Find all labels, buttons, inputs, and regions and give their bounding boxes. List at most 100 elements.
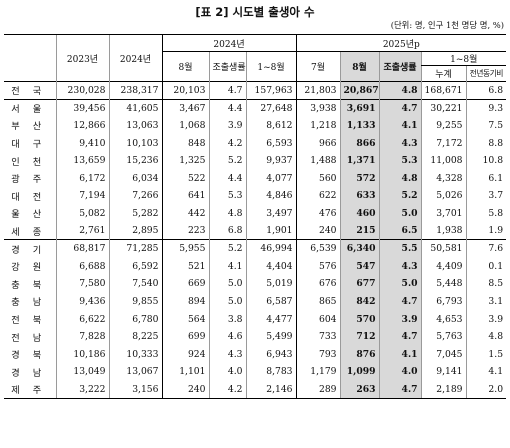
cell-aug-2025: 712 [339,327,380,346]
cell-aug-2025: 1,099 [339,363,380,381]
cell-aug-2024: 1,325 [161,151,209,170]
cell-yoy: 2.0 [465,380,507,399]
cell-cum-2025: 4,328 [420,169,467,188]
cell-cbr-2024: 5.0 [208,275,246,293]
table-row: 전국 230,028 238,317 20,103 4.7 157,963 21,803 20… [4,81,507,100]
header-jul-2025: 7월 [295,51,341,82]
cell-2024: 6,034 [108,169,162,188]
table-title: [표 2] 시도별 출생아 수 [195,5,315,19]
cell-cum-2025: 9,141 [420,363,467,381]
cell-cum-2025: 5,448 [420,275,467,293]
cell-jan-aug-2024: 46,994 [245,239,297,258]
cell-yoy: 8.8 [465,134,507,152]
cell-2023: 10,186 [55,345,109,363]
region-header [4,34,56,82]
cell-cbr-2024: 6.8 [208,222,246,240]
cell-aug-2024: 521 [161,257,209,276]
cell-2023: 7,828 [55,327,109,346]
region-label: 강원 [11,262,55,274]
region-label: 경남 [11,367,55,379]
cell-yoy: 3.9 [465,310,507,328]
cell-2023: 13,659 [55,151,109,170]
cell-yoy: 6.1 [465,169,507,188]
cell-jan-aug-2024: 4,477 [245,310,297,328]
cell-yoy: 3.1 [465,292,507,311]
cell-yoy: 1.5 [465,345,507,363]
cell-jul-2025: 676 [295,275,341,293]
header-2023: 2023년 [55,34,109,82]
cell-cbr-2025: 4.3 [378,134,422,152]
cell-2023: 2,761 [55,222,109,240]
cell-jan-aug-2024: 1,901 [245,222,297,240]
cell-aug-2025: 570 [339,310,380,328]
header-group-2024: 2024년 [161,34,297,52]
cell-aug-2025: 866 [339,134,380,152]
cell-jul-2025: 793 [295,345,341,363]
table-row: 경북 10,186 10,333 924 4.3 6,943 793 876 4.1 7,045 1… [4,345,507,363]
cell-2023: 3,222 [55,380,109,399]
cell-jan-aug-2024: 5,499 [245,327,297,346]
cell-cbr-2025: 4.0 [378,363,422,381]
cell-aug-2025: 1,133 [339,116,380,135]
cell-aug-2024: 641 [161,187,209,205]
births-by-region-table: 2023년 2024년 2024년 2025년p 8월 조출생률 1~8월 7월… [4,34,507,399]
cell-cum-2025: 7,045 [420,345,467,363]
cell-2024: 13,067 [108,363,162,381]
cell-2023: 7,580 [55,275,109,293]
region-label: 대전 [11,191,55,203]
cell-cum-2025: 30,221 [420,98,467,117]
table-row: 경남 13,049 13,067 1,101 4.0 8,783 1,179 1,099 4.0… [4,363,507,381]
cell-2024: 3,156 [108,380,162,399]
cell-jan-aug-2024: 8,783 [245,363,297,381]
cell-aug-2025: 3,691 [339,98,380,117]
cell-2023: 13,049 [55,363,109,381]
cell-aug-2024: 20,103 [161,81,209,100]
cell-cum-2025: 2,189 [420,380,467,399]
cell-cbr-2024: 5.2 [208,239,246,258]
cell-cbr-2024: 4.8 [208,204,246,223]
cell-cbr-2024: 4.0 [208,363,246,381]
region-label: 광주 [11,174,55,186]
cell-aug-2024: 223 [161,222,209,240]
cell-2024: 238,317 [108,81,162,100]
cell-2024: 7,266 [108,187,162,205]
cell-jul-2025: 6,539 [295,239,341,258]
cell-jan-aug-2024: 27,648 [245,98,297,117]
region-label: 부산 [11,121,55,133]
cell-cum-2025: 11,008 [420,151,467,170]
region-label: 제주 [4,380,56,399]
cell-aug-2025: 547 [339,257,380,276]
cell-yoy: 1.9 [465,222,507,240]
cell-cbr-2025: 4.7 [378,98,422,117]
table-row: 충남 9,436 9,855 894 5.0 6,587 865 842 4.7 6,793 3.1 [4,292,507,311]
table-row: 세종 2,761 2,895 223 6.8 1,901 240 215 6.5 1,938 1.9 [4,222,507,240]
cell-2023: 68,817 [55,239,109,258]
cell-2024: 5,282 [108,204,162,223]
cell-aug-2025: 677 [339,275,380,293]
region-label: 서울 [4,98,56,117]
cell-2023: 5,082 [55,204,109,223]
table-row: 제주 3,222 3,156 240 4.2 2,146 289 263 4.7 2,189 2.0 [4,380,507,399]
unit-note: (단위: 명, 인구 1천 명당 명, %) [390,20,504,30]
cell-2024: 6,780 [108,310,162,328]
cell-yoy: 7.5 [465,116,507,135]
cell-aug-2024: 699 [161,327,209,346]
cell-cbr-2024: 4.4 [208,98,246,117]
table-row: 경기 68,817 71,285 5,955 5.2 46,994 6,539 6,340 5.… [4,239,507,258]
cell-yoy: 5.8 [465,204,507,223]
cell-cbr-2025: 4.8 [378,169,422,188]
cell-jan-aug-2024: 8,612 [245,116,297,135]
cell-aug-2025: 20,867 [339,81,380,100]
cell-jul-2025: 622 [295,187,341,205]
cell-aug-2024: 1,101 [161,363,209,381]
cell-2024: 41,605 [108,98,162,117]
cell-2023: 6,172 [55,169,109,188]
table-row: 울산 5,082 5,282 442 4.8 3,497 476 460 5.0 3,701 5.8 [4,204,507,223]
cell-yoy: 7.6 [465,239,507,258]
cell-jul-2025: 1,218 [295,116,341,135]
cell-jan-aug-2024: 4,404 [245,257,297,276]
cell-cbr-2024: 4.3 [208,345,246,363]
cell-jan-aug-2024: 4,846 [245,187,297,205]
header-2024: 2024년 [108,34,162,82]
cell-cum-2025: 7,172 [420,134,467,152]
